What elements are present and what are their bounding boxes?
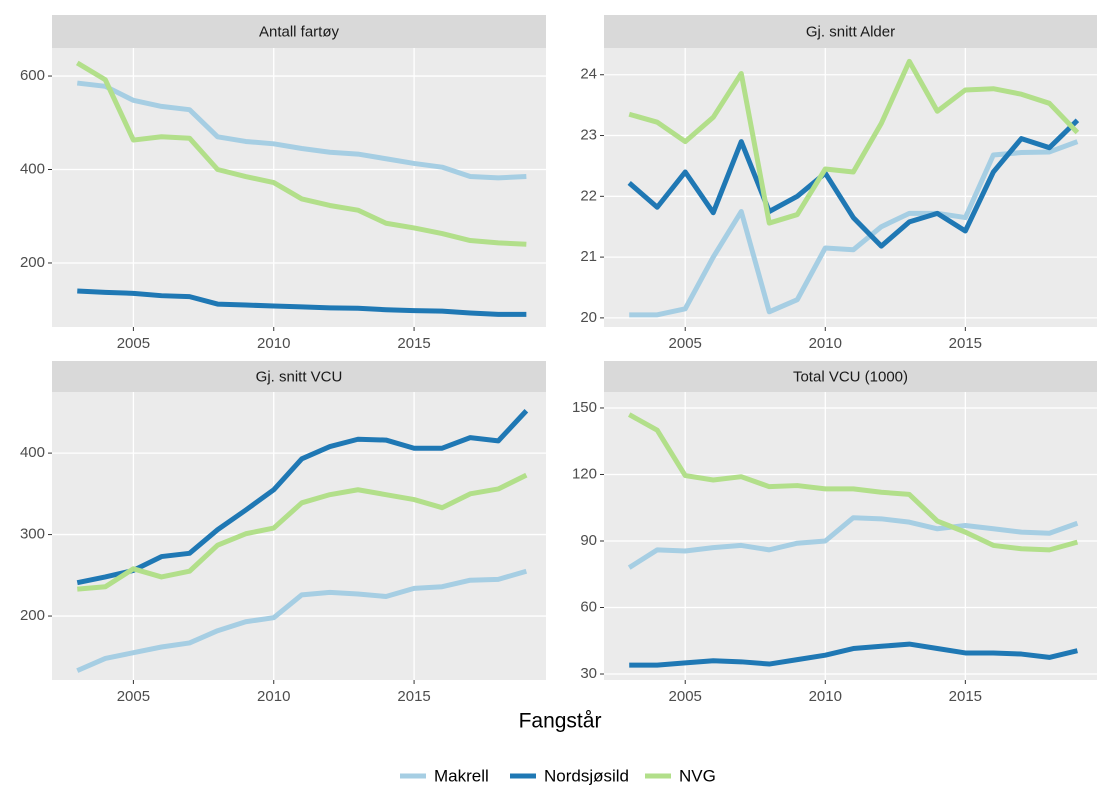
line [77,472,528,592]
line [627,412,1079,553]
line [76,409,529,586]
legend-label: Nordsjøsild [544,766,629,785]
x-tick-label: 2010 [809,688,842,705]
strip [52,361,546,392]
y-tick-label: 300 [20,526,45,543]
y-tick-label: 30 [580,665,597,682]
x-tick-label: 2005 [669,688,702,705]
x-tick-label: 2010 [809,335,842,352]
y-tick-label: 24 [580,66,597,83]
line [627,515,1079,570]
strip [604,15,1097,48]
y-tick-label: 200 [20,254,45,271]
y-tick-label: 20 [580,309,597,326]
x-tick-label: 2005 [669,335,702,352]
y-tick-label: 120 [572,465,597,482]
y-tick-label: 21 [580,248,597,265]
strip [52,15,546,48]
line [629,139,1079,318]
x-tick-label: 2015 [949,335,982,352]
x-tick-label: 2015 [397,335,430,352]
panel-title: Total VCU (1000) [793,368,908,385]
line [75,60,527,247]
panel-background [604,392,1097,680]
line [76,568,528,673]
y-tick-label: 400 [20,160,45,177]
y-tick-label: 22 [580,187,597,204]
y-tick-label: 60 [580,598,597,615]
line [76,80,527,181]
y-tick-label: 600 [20,67,45,84]
line [628,58,1080,226]
x-tick-label: 2015 [397,688,430,705]
y-tick-label: 400 [20,444,45,461]
x-tick-label: 2005 [117,335,150,352]
panel-title: Gj. snitt Alder [806,23,895,40]
panel-background [604,48,1097,327]
x-tick-label: 2005 [117,688,150,705]
legend-label: NVG [679,766,716,785]
x-axis-label: Fangstår [519,710,602,733]
y-tick-label: 23 [580,126,597,143]
line [77,288,527,317]
y-tick-label: 200 [20,607,45,624]
panel-background [52,48,546,327]
x-tick-label: 2015 [949,688,982,705]
x-tick-label: 2010 [257,688,290,705]
panel-title: Antall fartøy [259,23,340,40]
y-tick-label: 150 [572,399,597,416]
panel-title: Gj. snitt VCU [256,368,343,385]
panel-background [52,392,546,680]
y-tick-label: 90 [580,532,597,549]
line [629,641,1078,668]
x-tick-label: 2010 [257,335,290,352]
line [627,118,1080,249]
strip [604,361,1097,392]
legend-label: Makrell [434,766,489,785]
